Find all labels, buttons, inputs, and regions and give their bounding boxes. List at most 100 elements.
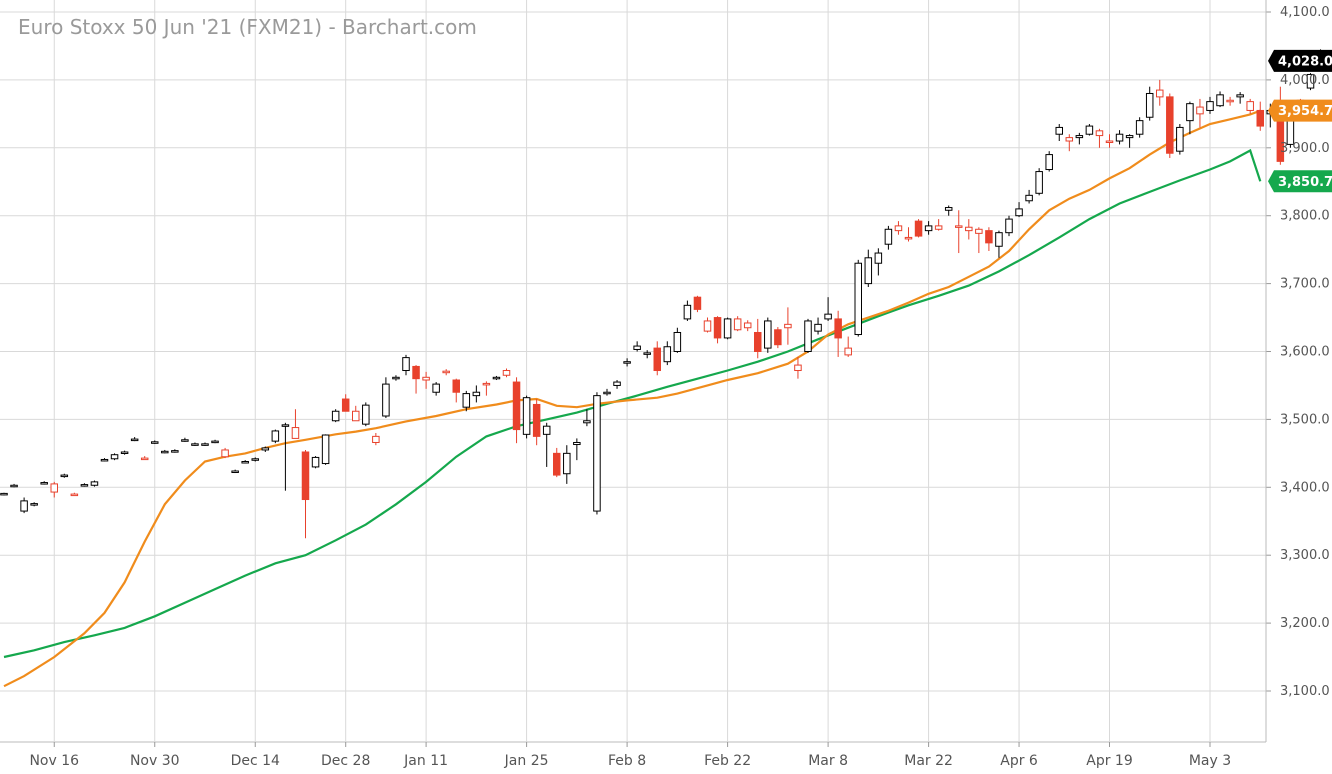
candle-body bbox=[1035, 171, 1043, 194]
candle-body bbox=[754, 331, 762, 353]
moving-average-layer bbox=[3, 109, 1262, 688]
candle bbox=[1135, 117, 1144, 138]
candle-body bbox=[40, 482, 48, 485]
candle bbox=[985, 227, 993, 252]
candle bbox=[30, 502, 38, 507]
candle-body bbox=[1166, 96, 1174, 154]
candle-body bbox=[1176, 126, 1184, 152]
candle bbox=[331, 409, 340, 423]
y-tick-label: 3,500.0 bbox=[1280, 412, 1330, 427]
candle-body bbox=[894, 225, 903, 232]
candle bbox=[743, 320, 752, 332]
candle bbox=[965, 219, 973, 240]
candle-body bbox=[924, 225, 933, 232]
fast-moving-average-line bbox=[3, 109, 1261, 688]
candle bbox=[1075, 132, 1084, 145]
candle bbox=[1306, 73, 1315, 91]
candle bbox=[864, 249, 873, 287]
candle bbox=[291, 409, 300, 439]
candle-body bbox=[372, 435, 380, 443]
candle bbox=[482, 381, 491, 396]
slow-moving-average-line bbox=[3, 148, 1262, 659]
candle bbox=[884, 225, 893, 250]
candle-body bbox=[824, 313, 832, 320]
candle bbox=[422, 371, 430, 389]
x-tick-label: Dec 28 bbox=[321, 753, 370, 769]
candle-body bbox=[1045, 154, 1053, 171]
candle-body bbox=[653, 347, 661, 372]
candle-body bbox=[251, 458, 259, 461]
candle-body bbox=[553, 452, 561, 476]
candle-body bbox=[1156, 89, 1164, 98]
candle-body bbox=[60, 474, 69, 478]
candle-body bbox=[844, 347, 852, 356]
candle-body bbox=[382, 383, 390, 417]
candle-body bbox=[1105, 140, 1114, 144]
candle-body bbox=[522, 397, 531, 435]
candle-body bbox=[934, 225, 943, 230]
candle-body bbox=[352, 410, 360, 422]
candle bbox=[975, 227, 983, 254]
candle bbox=[633, 341, 641, 352]
candle-body bbox=[20, 500, 28, 512]
candle bbox=[301, 449, 310, 539]
candle bbox=[502, 368, 511, 378]
candle-body bbox=[1256, 109, 1264, 127]
candle-body bbox=[341, 398, 350, 412]
candle bbox=[1095, 128, 1104, 148]
candle bbox=[754, 318, 762, 359]
candle-body bbox=[402, 357, 410, 372]
candle bbox=[593, 392, 601, 515]
candle bbox=[854, 259, 862, 337]
candle-body bbox=[80, 484, 89, 487]
candle bbox=[834, 310, 842, 357]
fast-ma-badge-background bbox=[1268, 99, 1332, 122]
candle bbox=[432, 382, 440, 396]
candle bbox=[1226, 96, 1234, 106]
candle bbox=[341, 394, 350, 412]
candle bbox=[1145, 86, 1154, 121]
candle-body bbox=[965, 226, 973, 232]
candle bbox=[542, 422, 551, 467]
candle bbox=[171, 449, 179, 453]
candle bbox=[110, 453, 119, 461]
candle bbox=[60, 473, 69, 478]
candle-body bbox=[211, 440, 219, 444]
candle-body bbox=[944, 207, 953, 211]
candle-body bbox=[1145, 92, 1154, 118]
candle-body bbox=[0, 492, 8, 496]
candle-body bbox=[331, 410, 340, 422]
x-tick-label: Jan 11 bbox=[403, 753, 448, 769]
candle bbox=[1045, 151, 1053, 172]
candle bbox=[824, 297, 832, 321]
candle bbox=[120, 450, 129, 455]
candle bbox=[271, 429, 280, 444]
y-tick-label: 3,700.0 bbox=[1280, 277, 1330, 292]
candle bbox=[321, 434, 330, 465]
candle bbox=[683, 300, 692, 321]
x-tick-label: Apr 6 bbox=[1000, 753, 1038, 769]
candle-body bbox=[995, 232, 1003, 247]
candle-body bbox=[1135, 120, 1144, 135]
candle-body bbox=[904, 236, 913, 240]
y-tick-label: 3,900.0 bbox=[1280, 141, 1330, 156]
candle bbox=[1196, 98, 1204, 128]
candle bbox=[874, 248, 883, 276]
candle-body bbox=[1055, 126, 1063, 135]
x-axis-ticks: Nov 16 Nov 30 Dec 14 Dec 28 Jan 11 Jan 25 Feb … bbox=[29, 753, 1231, 769]
candle-body bbox=[151, 441, 159, 444]
y-tick-label: 3,800.0 bbox=[1280, 209, 1330, 224]
candle bbox=[1166, 93, 1174, 158]
candle bbox=[90, 480, 99, 487]
y-tick-label: 3,200.0 bbox=[1280, 616, 1330, 631]
x-tick-label: Mar 22 bbox=[904, 753, 953, 769]
candle-body bbox=[1005, 218, 1013, 234]
candle bbox=[462, 390, 471, 412]
candle-body bbox=[301, 451, 310, 501]
candle-body bbox=[693, 296, 702, 310]
y-axis-ticks: 3,100.0 3,200.0 3,300.0 3,400.0 3,500.0 3,600… bbox=[1280, 5, 1330, 699]
candle bbox=[522, 395, 531, 439]
candle-body bbox=[261, 447, 270, 451]
candle-body bbox=[271, 430, 280, 442]
